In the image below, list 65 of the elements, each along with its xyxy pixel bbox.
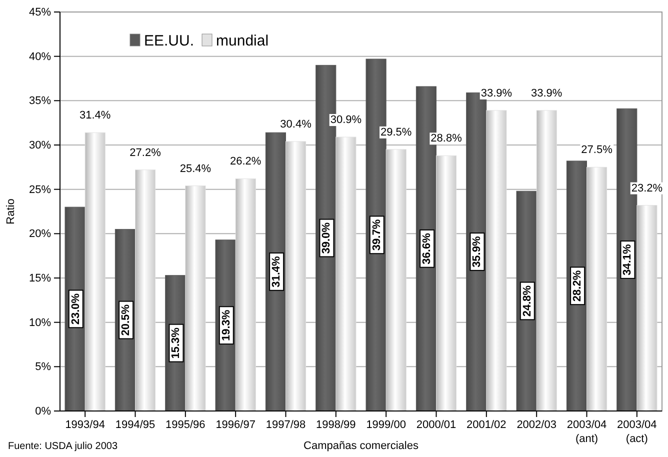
x-tick-label: 1998/99: [316, 419, 356, 431]
bar: [536, 110, 557, 412]
y-tick-label: 15%: [28, 272, 52, 285]
y-tick-label: 0%: [35, 406, 52, 418]
y-tick-label: 45%: [28, 6, 52, 19]
y-tick-label: 30%: [28, 140, 52, 152]
data-label: 27.2%: [130, 146, 162, 159]
data-label: 34.1%: [622, 244, 634, 276]
x-tick-label: 1995/96: [166, 419, 206, 431]
bar: [265, 132, 286, 412]
x-tick-label: 1993/94: [65, 419, 105, 431]
data-label: 23.2%: [631, 182, 663, 194]
y-tick-label: 40%: [28, 50, 52, 63]
data-label: 28.2%: [572, 270, 584, 302]
data-label: 28.8%: [430, 132, 462, 145]
bar: [185, 186, 206, 412]
data-label: 33.9%: [480, 87, 512, 100]
bar: [636, 205, 658, 412]
bar: [135, 170, 156, 412]
x-tick-label: 2003/04 (ant): [566, 419, 607, 445]
data-label: 20.5%: [120, 304, 132, 336]
source-note: Fuente: USDA julio 2003: [8, 441, 118, 452]
x-tick-label: 2003/04 (act): [617, 419, 657, 445]
x-tick-label: 1996/97: [216, 419, 256, 431]
data-label: 30.9%: [330, 114, 362, 126]
data-label: 30.4%: [280, 118, 312, 130]
y-tick-label: 20%: [28, 228, 52, 240]
data-label: 31.4%: [80, 110, 111, 122]
data-label: 26.2%: [230, 156, 262, 168]
data-label: 25.4%: [180, 162, 212, 175]
bar: [286, 141, 306, 412]
x-tick-label: 1994/95: [115, 419, 156, 431]
y-tick-label: 25%: [28, 184, 52, 196]
bar: [566, 160, 587, 412]
data-label: 35.9%: [471, 236, 484, 268]
data-label: 24.8%: [521, 285, 534, 317]
x-tick-label: 1997/98: [266, 419, 306, 431]
data-label: 15.3%: [170, 327, 182, 359]
data-label: 39.0%: [320, 222, 333, 254]
y-tick-label: 35%: [28, 95, 52, 108]
data-label: 27.5%: [581, 144, 613, 156]
bar: [235, 178, 256, 412]
bar: [586, 166, 608, 412]
y-tick-label: 10%: [28, 316, 52, 329]
y-axis-title: Ratio: [5, 198, 17, 224]
x-tick-label: 2002/03: [516, 419, 556, 431]
y-tick-label: 5%: [35, 361, 52, 374]
x-tick-label: 2000/01: [416, 419, 456, 431]
bar: [486, 110, 507, 412]
x-tick-label: 1999/00: [366, 419, 406, 431]
legend-label: mundial: [216, 32, 269, 50]
data-label: 31.4%: [270, 256, 283, 288]
bar: [436, 155, 457, 412]
x-axis-title: Campañas comerciales: [304, 440, 419, 452]
data-label: 23.0%: [70, 293, 82, 325]
bar: [386, 149, 406, 412]
bar: [84, 132, 106, 412]
data-label: 39.7%: [370, 219, 383, 251]
data-label: 29.5%: [380, 126, 412, 138]
legend-label: EE.UU.: [144, 32, 194, 50]
data-label: 19.3%: [220, 310, 232, 342]
bar: [336, 136, 356, 412]
data-label: 36.6%: [421, 232, 434, 264]
data-label: 33.9%: [531, 87, 562, 100]
x-tick-label: 2001/02: [466, 419, 506, 431]
